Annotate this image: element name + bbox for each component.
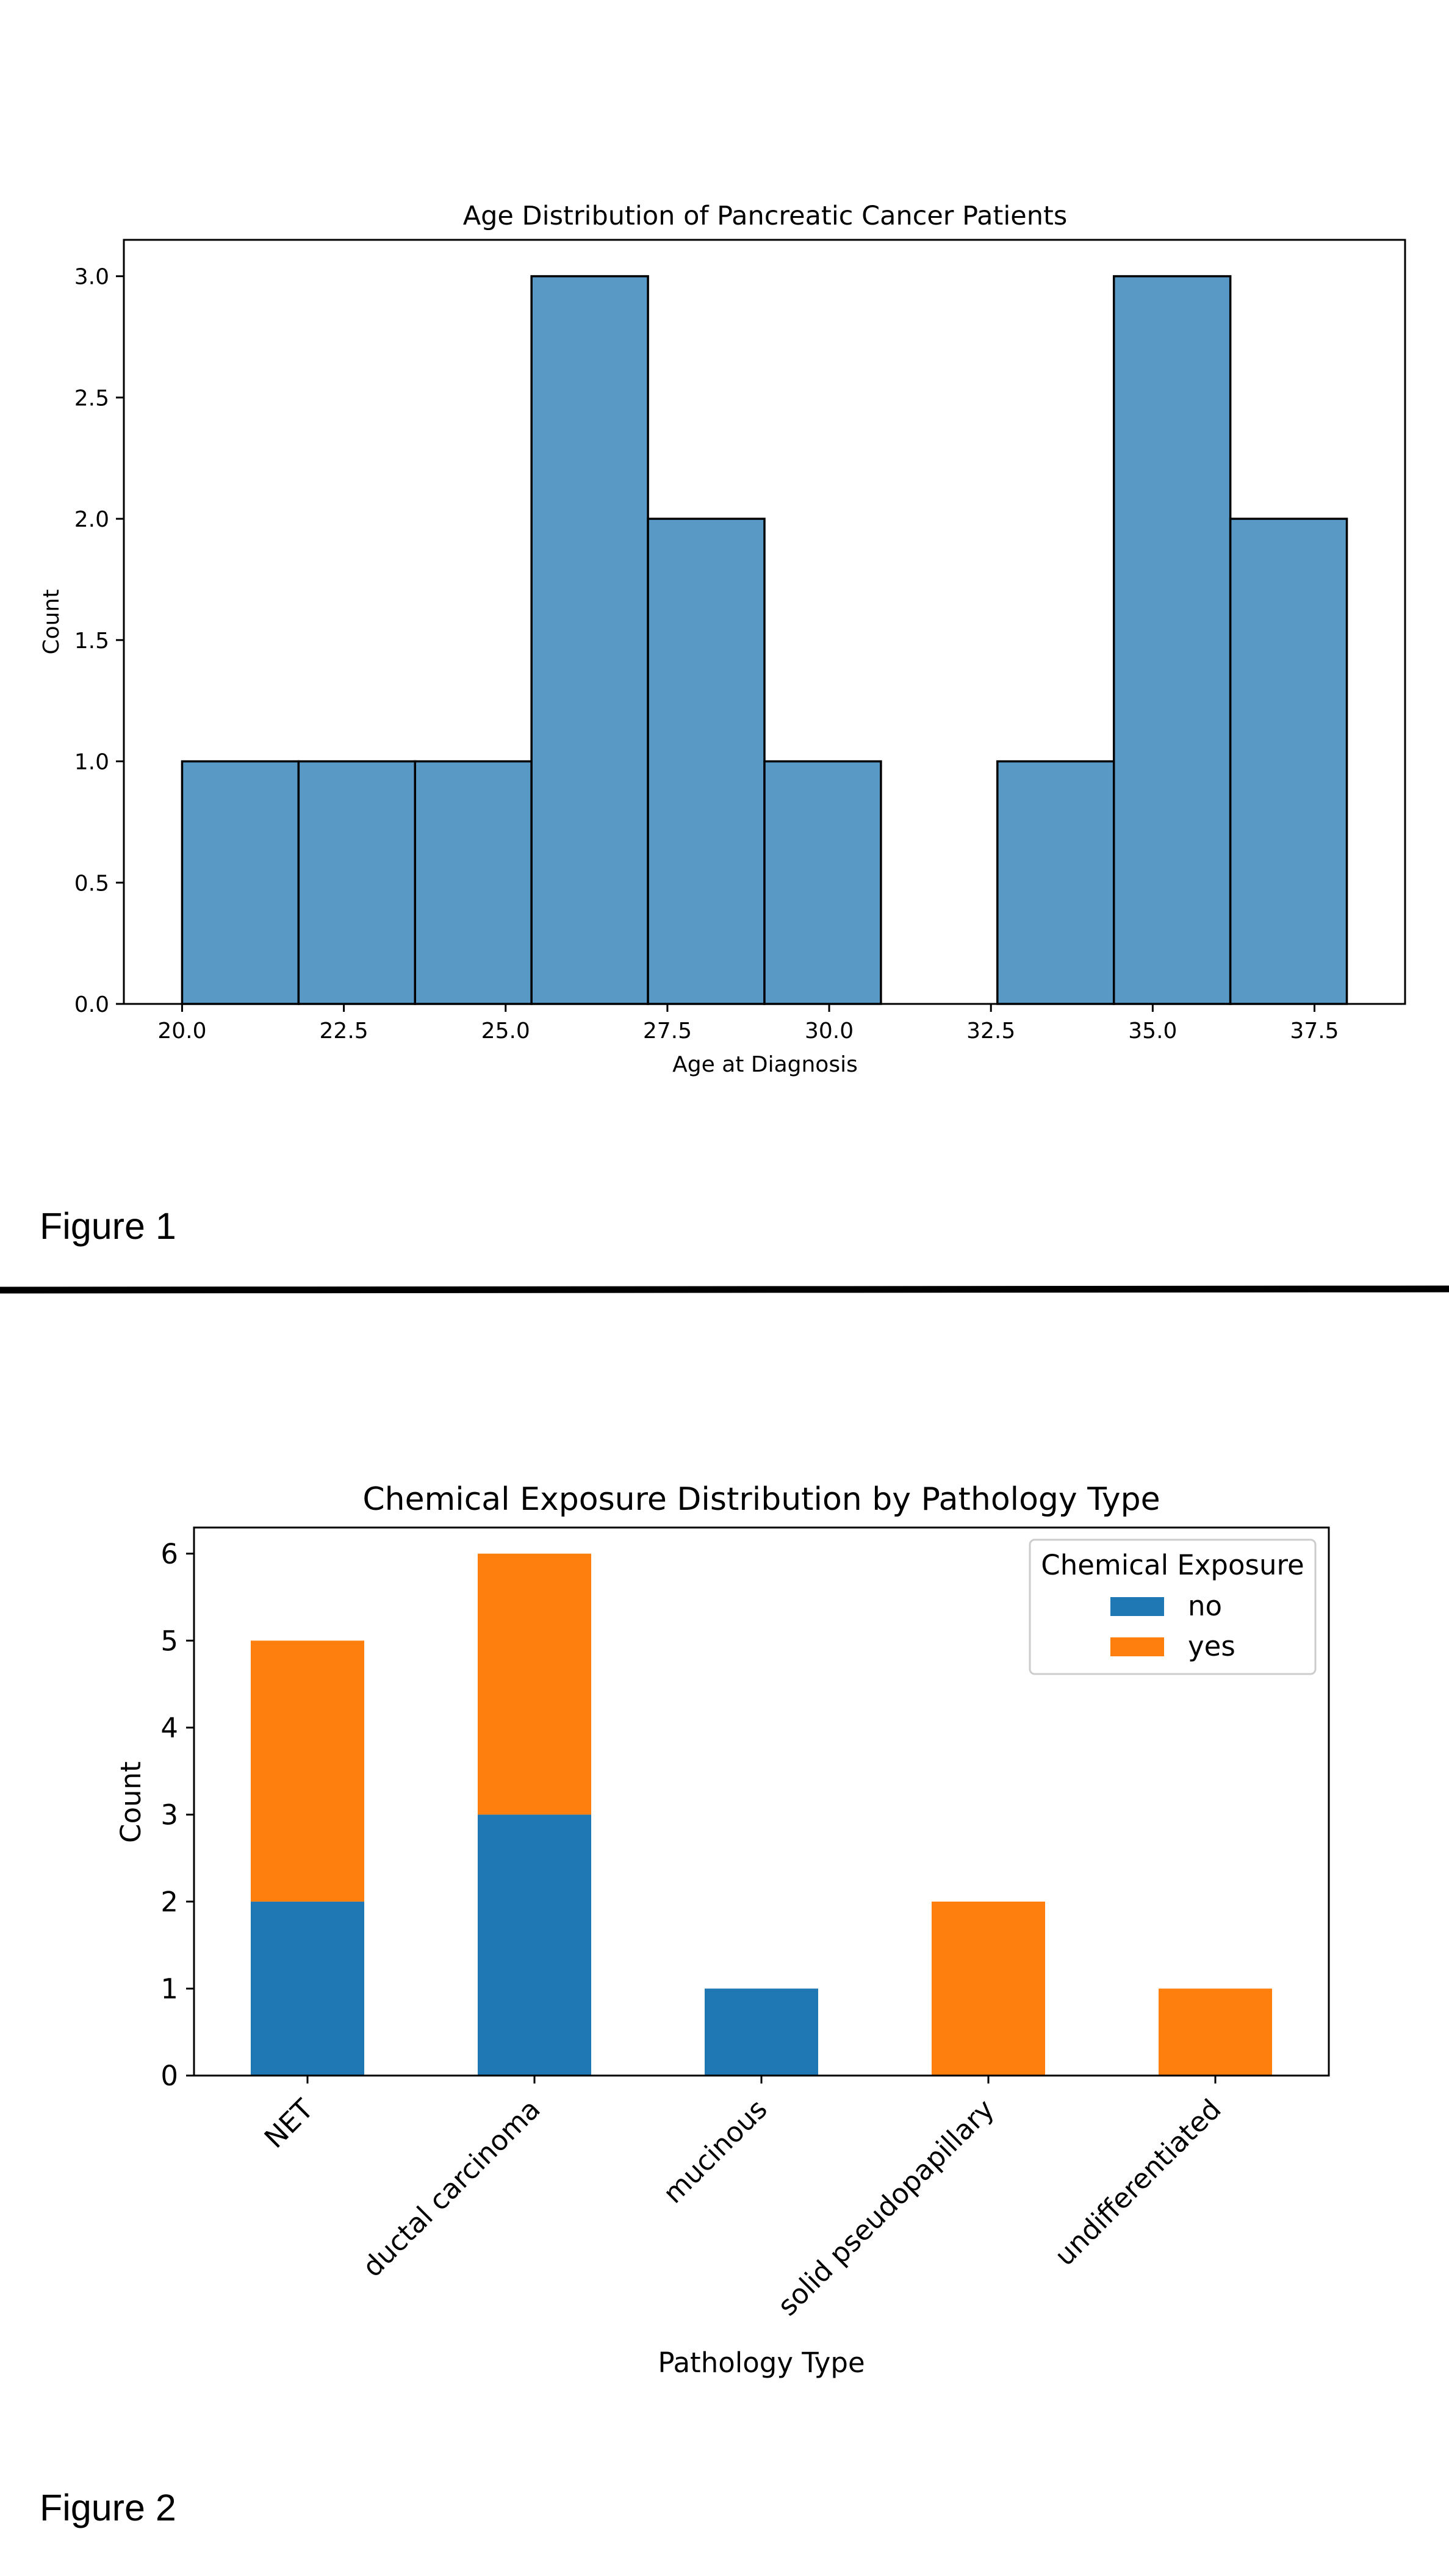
y-tick-label: 2.0: [74, 507, 109, 532]
x-tick-label: 27.5: [643, 1019, 692, 1044]
figure2-caption: Figure 2: [40, 2487, 176, 2528]
y-tick-label: 0.0: [74, 992, 109, 1017]
stacked-bars: [251, 1553, 1272, 2076]
bar-segment-no: [251, 1901, 364, 2076]
y-tick-label: 3: [160, 1799, 178, 1831]
x-tick-label: ductal carcinoma: [356, 2093, 547, 2283]
histogram-bar: [1112, 275, 1232, 1005]
bar-segment-yes: [1159, 1988, 1272, 2076]
bar-segment-no: [478, 1814, 591, 2076]
y-tick-label: 0: [160, 2060, 178, 2092]
y-tick-label: 3.0: [74, 265, 109, 290]
histogram-bar: [297, 760, 417, 1005]
y-tick-label: 6: [160, 1538, 178, 1570]
x-tick-label: 20.0: [157, 1019, 206, 1044]
legend-title: Chemical Exposure: [1041, 1549, 1304, 1581]
legend-box: [1029, 1539, 1317, 1675]
chart2-x-label: Pathology Type: [658, 2347, 865, 2379]
x-tick-label: 30.0: [805, 1019, 854, 1044]
age-histogram: Age Distribution of Pancreatic Cancer Pa…: [39, 201, 1406, 1077]
chart1-title: Age Distribution of Pancreatic Cancer Pa…: [463, 201, 1068, 231]
figure1-caption: Figure 1: [40, 1205, 176, 1247]
x-tick-label: 22.5: [320, 1019, 369, 1044]
figure-divider: [0, 1285, 1449, 1294]
histogram-bar: [996, 760, 1115, 1005]
chart1-plot-frame: [123, 239, 1406, 1005]
legend-swatch-yes: [1110, 1637, 1164, 1656]
x-tick-label: 35.0: [1128, 1019, 1177, 1044]
chart2-title: Chemical Exposure Distribution by Pathol…: [362, 1481, 1160, 1518]
chart2-y-label: Count: [115, 1761, 147, 1843]
bar-segment-yes: [932, 1901, 1045, 2076]
y-tick-label: 1.5: [74, 629, 109, 654]
bar-segment-yes: [251, 1640, 364, 1902]
bar-segment-no: [705, 1988, 818, 2076]
chart1-x-ticks: 20.0 22.5 25.0 27.5 30.0 32.5 35.0 37.5: [157, 1004, 1339, 1044]
x-tick-label: 32.5: [966, 1019, 1015, 1044]
legend: Chemical Exposure no yes: [1029, 1539, 1317, 1675]
histogram-bar: [181, 760, 300, 1005]
chemical-exposure-chart: Chemical Exposure Distribution by Pathol…: [115, 1481, 1330, 2379]
y-tick-label: 1.0: [74, 750, 109, 775]
histogram-bar: [1229, 518, 1348, 1005]
legend-label-yes: yes: [1188, 1630, 1235, 1662]
bar-segment-yes: [478, 1553, 591, 1815]
chart2-y-ticks: 0 1 2 3 4 5 6: [160, 1538, 194, 2092]
y-tick-label: 2.5: [74, 386, 109, 411]
histogram-bar: [414, 760, 533, 1005]
histogram-bars: [181, 275, 1348, 1005]
x-tick-label: undifferentiated: [1048, 2093, 1228, 2272]
x-tick-label: 25.0: [481, 1019, 530, 1044]
x-tick-label: NET: [258, 2093, 320, 2154]
histogram-bar: [647, 518, 766, 1005]
chart1-x-label: Age at Diagnosis: [672, 1052, 858, 1077]
x-tick-label: mucinous: [656, 2093, 773, 2209]
y-tick-label: 0.5: [74, 871, 109, 896]
histogram-bar: [763, 760, 882, 1005]
x-tick-label: solid pseudopapillary: [771, 2093, 1001, 2322]
legend-swatch-no: [1110, 1597, 1164, 1616]
x-tick-label: 37.5: [1290, 1019, 1339, 1044]
histogram-bar: [530, 275, 649, 1005]
legend-label-no: no: [1188, 1590, 1222, 1622]
y-tick-label: 2: [160, 1886, 178, 1918]
chart1-y-label: Count: [39, 590, 64, 655]
y-tick-label: 5: [160, 1625, 178, 1657]
y-tick-label: 1: [160, 1972, 178, 2005]
y-tick-label: 4: [160, 1712, 178, 1744]
chart1-y-ticks: 0.0 0.5 1.0 1.5 2.0 2.5 3.0: [74, 265, 124, 1017]
